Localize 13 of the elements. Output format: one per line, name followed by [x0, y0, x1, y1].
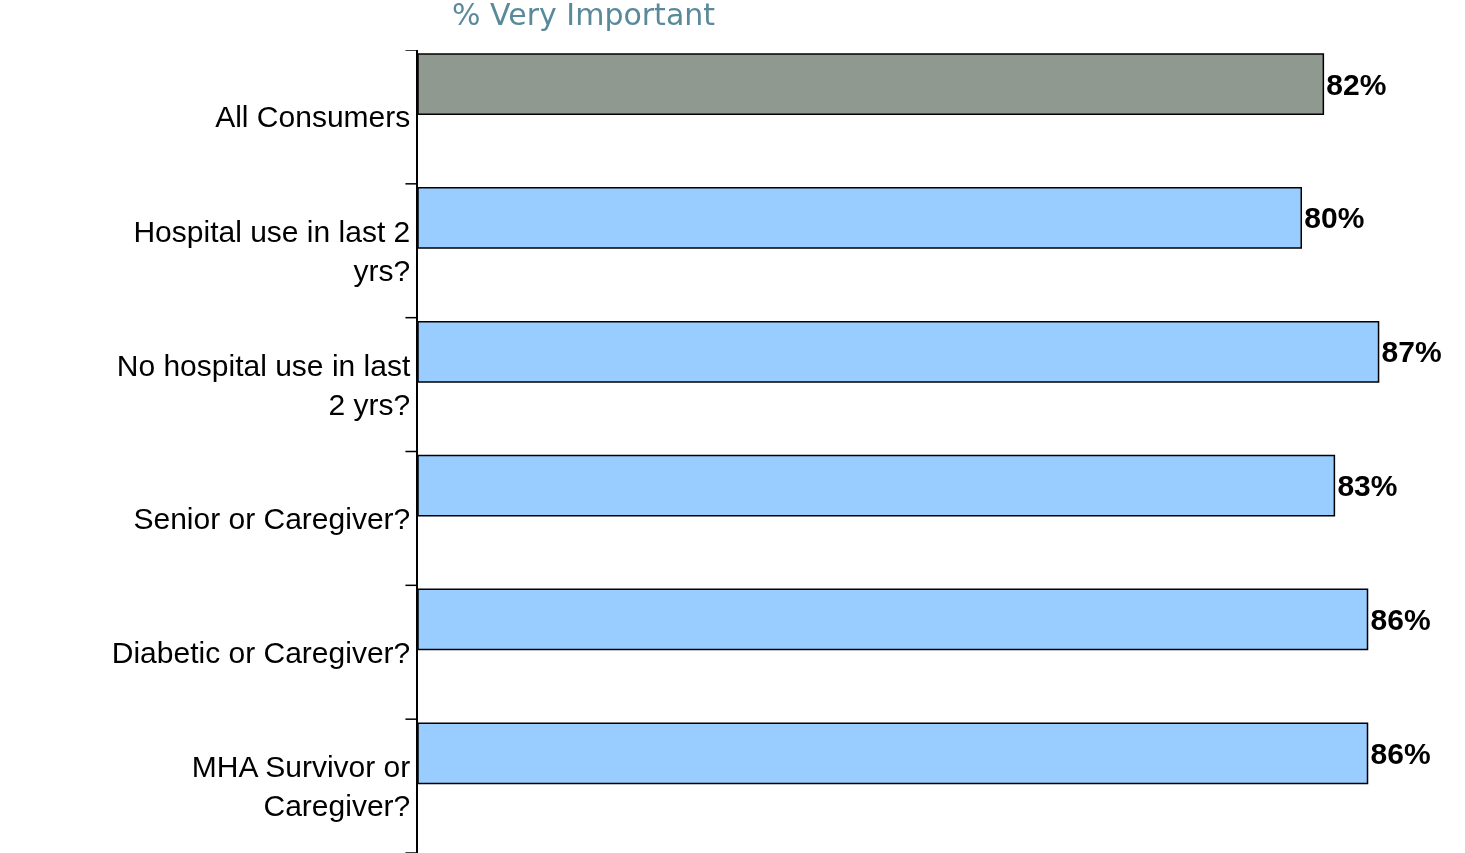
- data-label: 82%: [1326, 67, 1387, 101]
- y-tick-label: Diabetic or Caregiver?: [111, 635, 411, 669]
- y-tick-label: Hospital use in last 2 yrs?: [133, 214, 411, 287]
- chart-title: % Very Important: [452, 0, 716, 33]
- y-tick-label: No hospital use in last 2 yrs?: [116, 348, 411, 421]
- y-tick-label: MHA Survivor or Caregiver?: [191, 750, 411, 823]
- y-tick-label: Senior or Caregiver?: [133, 501, 411, 535]
- data-label: 87%: [1381, 335, 1442, 369]
- data-label: 83%: [1337, 469, 1398, 503]
- data-label: 86%: [1370, 602, 1431, 636]
- y-tick-label: All Consumers: [215, 100, 411, 134]
- data-label: 80%: [1304, 201, 1365, 235]
- data-label: 86%: [1370, 736, 1431, 770]
